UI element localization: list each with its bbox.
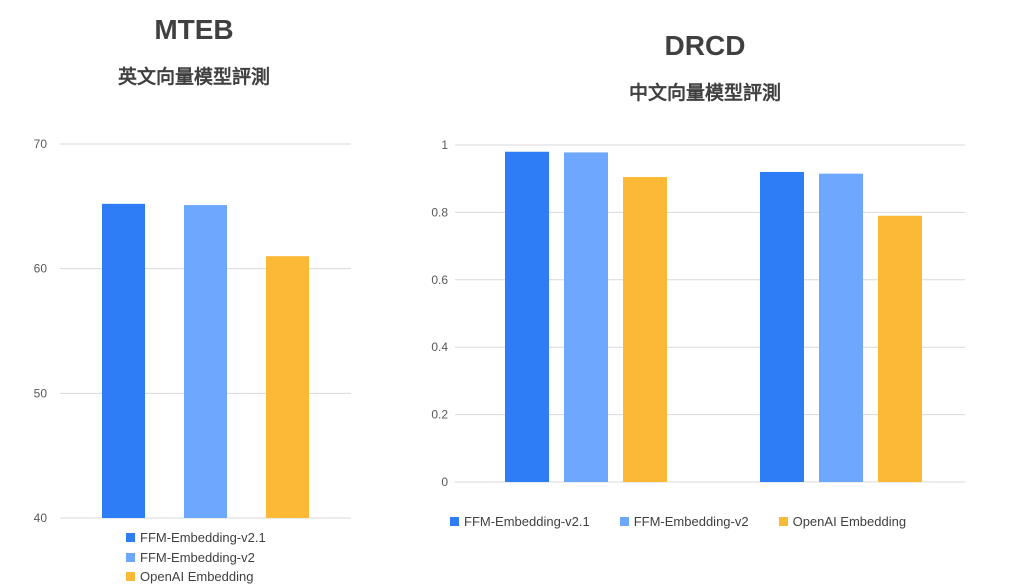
mteb-legend-swatch bbox=[126, 533, 135, 543]
mteb-chart-subtitle: 英文向量模型評測 bbox=[117, 67, 270, 88]
mteb-legend-swatch bbox=[126, 552, 135, 562]
drcd-legend-swatch bbox=[619, 517, 629, 526]
drcd-y-tick-label: 0.8 bbox=[431, 205, 448, 219]
mteb-legend-item-openai-embedding: OpenAI Embedding bbox=[126, 567, 266, 587]
drcd-legend-item-ffm-embedding-v2: FFM-Embedding-v2 bbox=[619, 514, 749, 529]
mteb-y-tick-label: 60 bbox=[34, 262, 48, 276]
mteb-legend-item-ffm-embedding-v2-1: FFM-Embedding-v2.1 bbox=[126, 528, 266, 548]
mteb-bar-ffm-embedding-v2-1 bbox=[184, 205, 227, 518]
mteb-chart: MTEB 英文向量模型評測 40 50 60 70 FFM-Embedding-v2.… bbox=[0, 0, 380, 585]
mteb-legend-label: FFM-Embedding-v2.1 bbox=[140, 530, 266, 545]
drcd-y-tick-label: 0.6 bbox=[431, 273, 448, 287]
drcd-bar-openai-embedding-2 bbox=[878, 215, 922, 482]
drcd-legend-label: OpenAI Embedding bbox=[792, 514, 907, 529]
drcd-y-tick-label: 1 bbox=[441, 138, 448, 152]
drcd-bar-ffm-embedding-v2-2 bbox=[819, 173, 863, 482]
drcd-plot-area: 0 0.2 0.4 0.6 0.8 1 bbox=[431, 138, 965, 489]
drcd-legend-label: FFM-Embedding-v2 bbox=[633, 514, 749, 529]
drcd-bar-openai-embedding-1 bbox=[623, 177, 667, 482]
drcd-bar-ffm-embedding-v2-1-1 bbox=[505, 151, 549, 483]
mteb-y-tick-label: 50 bbox=[34, 386, 48, 400]
mteb-chart-title: MTEB bbox=[154, 14, 234, 45]
mteb-legend-swatch bbox=[126, 572, 135, 582]
drcd-legend-item-openai-embedding: OpenAI Embedding bbox=[778, 514, 907, 529]
drcd-y-tick-label: 0.2 bbox=[431, 408, 448, 422]
drcd-legend-item-ffm-embedding-v2-1: FFM-Embedding-v2.1 bbox=[450, 514, 590, 529]
drcd-legend-swatch bbox=[778, 517, 788, 526]
mteb-legend: FFM-Embedding-v2.1 FFM-Embedding-v2 OpenAI… bbox=[126, 528, 266, 587]
mteb-bar-openai-embedding-1 bbox=[266, 256, 309, 518]
drcd-chart: DRCD 中文向量模型評測 0 0.2 0.4 0.6 0.8 1 FFM-Embeddi… bbox=[400, 0, 1024, 585]
drcd-legend: FFM-Embedding-v2.1 FFM-Embedding-v2 OpenAI… bbox=[450, 514, 906, 529]
mteb-legend-item-ffm-embedding-v2: FFM-Embedding-v2 bbox=[126, 548, 266, 568]
drcd-legend-swatch bbox=[450, 517, 459, 526]
drcd-chart-subtitle: 中文向量模型評測 bbox=[628, 83, 781, 104]
drcd-legend-label: FFM-Embedding-v2.1 bbox=[464, 514, 590, 529]
drcd-y-tick-label: 0.4 bbox=[431, 340, 448, 354]
drcd-y-tick-label: 0 bbox=[441, 475, 448, 489]
drcd-bar-ffm-embedding-v2-1 bbox=[564, 152, 608, 482]
mteb-legend-label: OpenAI Embedding bbox=[140, 569, 254, 584]
mteb-bar-ffm-embedding-v2-1-1 bbox=[102, 203, 145, 518]
drcd-chart-title: DRCD bbox=[664, 30, 746, 61]
mteb-legend-label: FFM-Embedding-v2 bbox=[140, 549, 255, 565]
mteb-plot-area: 40 50 60 70 bbox=[34, 137, 351, 525]
drcd-bar-ffm-embedding-v2-1-2 bbox=[760, 171, 804, 482]
mteb-y-tick-label: 70 bbox=[34, 137, 48, 151]
mteb-y-tick-label: 40 bbox=[34, 511, 48, 525]
